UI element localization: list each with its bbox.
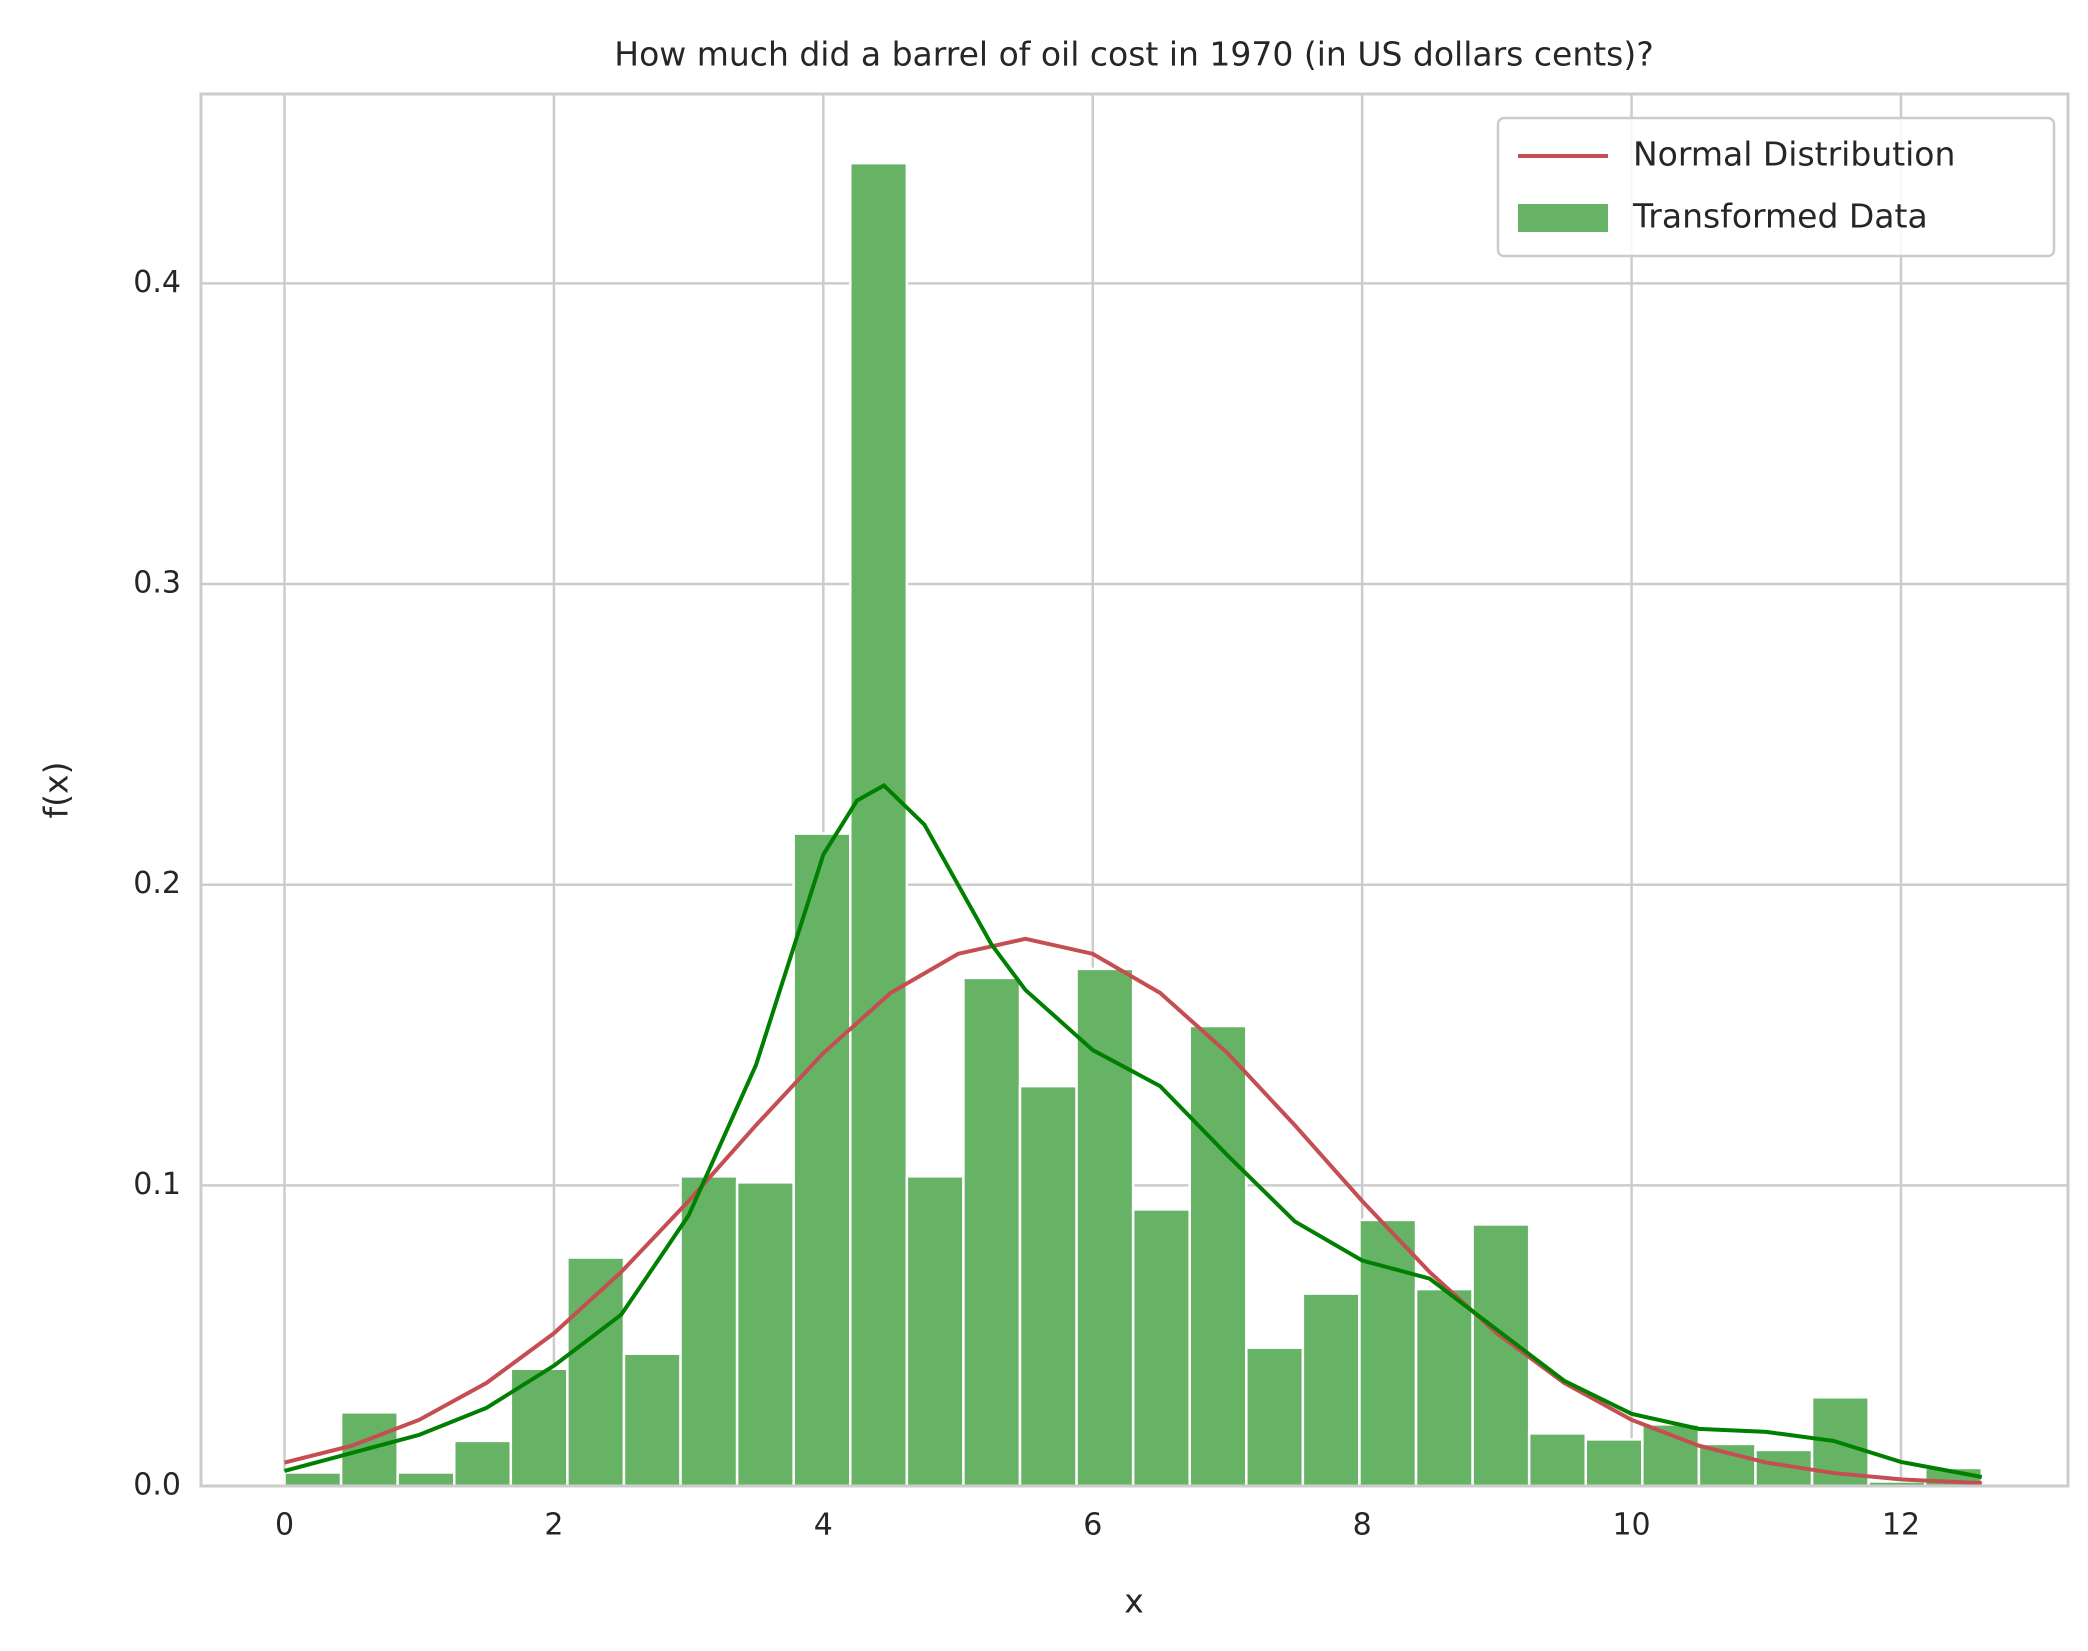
curve-line bbox=[283, 783, 1983, 1479]
histogram-bar bbox=[566, 1256, 626, 1488]
x-tick-label: 4 bbox=[814, 1508, 833, 1543]
histogram-bar bbox=[905, 1175, 965, 1488]
histogram-bar bbox=[679, 1175, 739, 1488]
y-tick-label: 0.0 bbox=[133, 1468, 181, 1503]
y-tick-label: 0.4 bbox=[133, 265, 181, 300]
chart-title: How much did a barrel of oil cost in 197… bbox=[614, 35, 1654, 74]
x-tick-label: 12 bbox=[1882, 1508, 1920, 1543]
histogram-bar bbox=[1471, 1223, 1531, 1488]
legend-label: Transformed Data bbox=[1632, 197, 1928, 236]
histogram-bar bbox=[849, 161, 909, 1488]
histogram-bar bbox=[1018, 1084, 1078, 1488]
x-tick-label: 10 bbox=[1612, 1508, 1650, 1543]
x-tick-label: 8 bbox=[1353, 1508, 1372, 1543]
histogram-bar bbox=[283, 1471, 343, 1488]
y-tick-label: 0.1 bbox=[133, 1167, 181, 1202]
histogram-bar bbox=[735, 1181, 795, 1488]
x-tick-label: 0 bbox=[275, 1508, 294, 1543]
plot-frame bbox=[199, 92, 2070, 1488]
histogram-bar bbox=[1188, 1024, 1248, 1488]
histogram-bar bbox=[622, 1352, 682, 1488]
histogram-bar bbox=[1131, 1208, 1191, 1488]
y-axis-label: f(x) bbox=[37, 762, 76, 819]
histogram-bar bbox=[452, 1439, 513, 1488]
legend-patch bbox=[1518, 204, 1608, 232]
histogram-bar bbox=[1301, 1292, 1361, 1488]
x-axis-label: x bbox=[1124, 1582, 1144, 1621]
legend-box bbox=[1496, 116, 2056, 258]
histogram-bar bbox=[1414, 1287, 1474, 1488]
histogram-bar bbox=[1697, 1442, 1757, 1488]
curve-line bbox=[284, 936, 1982, 1486]
x-tick-label: 6 bbox=[1083, 1508, 1102, 1543]
y-tick-label: 0.3 bbox=[133, 566, 181, 601]
histogram-bar bbox=[396, 1471, 456, 1488]
histogram-bar bbox=[962, 976, 1022, 1488]
legend-label: Normal Distribution bbox=[1633, 135, 1955, 174]
histogram-bar bbox=[1358, 1218, 1418, 1488]
histogram-bar bbox=[792, 832, 852, 1488]
histogram-bar bbox=[1245, 1346, 1305, 1488]
x-tick-label: 2 bbox=[544, 1508, 563, 1543]
y-tick-label: 0.2 bbox=[133, 866, 181, 901]
histogram-bar bbox=[1584, 1438, 1644, 1488]
histogram-bar bbox=[1527, 1432, 1588, 1488]
histogram-bar bbox=[1075, 967, 1135, 1488]
